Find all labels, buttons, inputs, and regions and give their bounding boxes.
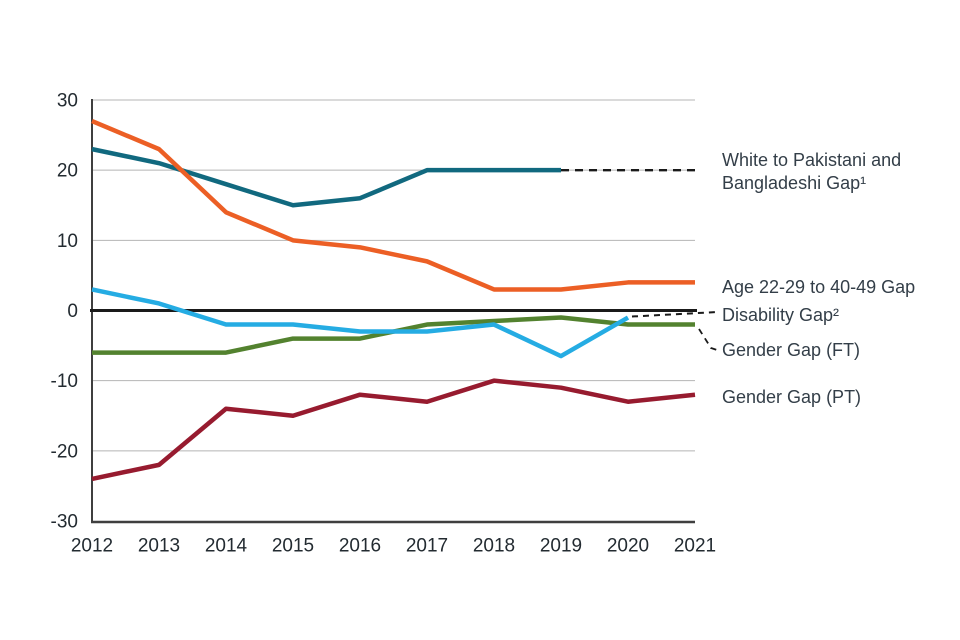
x-tick-label: 2013: [138, 536, 180, 557]
y-tick-label: 30: [57, 91, 78, 112]
y-tick-label: 0: [67, 301, 78, 322]
leader-disability-gap: [631, 311, 719, 318]
x-tick-label: 2018: [473, 536, 515, 557]
series-label-gender-gap-ft: Gender Gap (FT): [722, 340, 861, 360]
series-label-white-to-pakistani-and-bangladeshi-gap: White to Pakistani and Bangladeshi Gap¹: [722, 150, 902, 193]
x-tick-label: 2019: [540, 536, 582, 557]
series-line-3: [92, 315, 695, 355]
x-tick-label: 2012: [71, 536, 113, 557]
series-line-0: [91, 146, 561, 208]
series-line-2: [91, 287, 630, 359]
x-tick-label: 2015: [272, 536, 314, 557]
y-tick-label: -30: [51, 512, 78, 533]
series-line-4: [91, 378, 696, 482]
y-tick-label: -20: [51, 441, 78, 462]
x-tick-label: 2017: [406, 536, 448, 557]
series-line-1: [91, 118, 695, 292]
y-tick-label: 10: [57, 231, 78, 252]
series-label-age-22-29-to-40-49-gap: Age 22-29 to 40-49 Gap: [722, 277, 916, 297]
x-tick-label: 2021: [674, 536, 716, 557]
y-tick-label: -10: [51, 371, 78, 392]
x-tick-label: 2016: [339, 536, 381, 557]
y-tick-label: 20: [57, 161, 78, 182]
series-label-gender-gap-pt: Gender Gap (PT): [722, 387, 862, 407]
series-label-disability-gap: Disability Gap²: [722, 305, 840, 325]
x-tick-label: 2020: [607, 536, 649, 557]
x-tick-label: 2014: [205, 536, 248, 557]
leader-gender-gap-ft: [698, 328, 721, 352]
